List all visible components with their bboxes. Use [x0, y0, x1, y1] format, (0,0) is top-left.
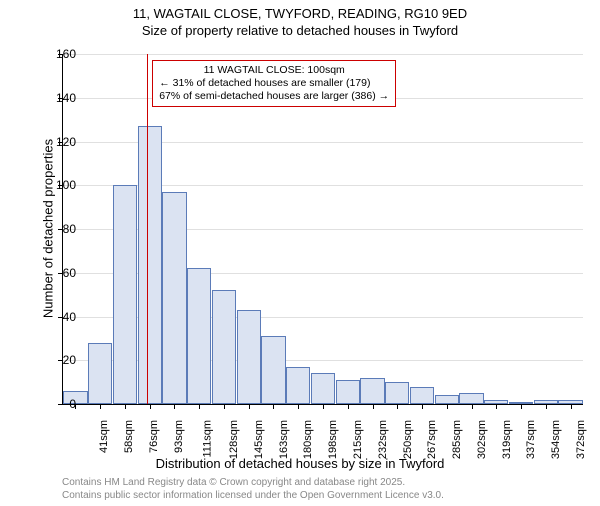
annotation-box: 11 WAGTAIL CLOSE: 100sqm ← 31% of detach…: [152, 60, 396, 107]
subject-marker-line: [147, 54, 148, 404]
x-tick-mark: [546, 404, 547, 409]
x-tick-label: 319sqm: [501, 420, 513, 459]
histogram-bar: [311, 373, 335, 404]
x-axis-label: Distribution of detached houses by size …: [0, 456, 600, 471]
chart-title-line1: 11, WAGTAIL CLOSE, TWYFORD, READING, RG1…: [0, 6, 600, 21]
x-tick-mark: [224, 404, 225, 409]
x-tick-label: 215sqm: [352, 420, 364, 459]
histogram-bar: [459, 393, 483, 404]
x-tick-label: 232sqm: [377, 420, 389, 459]
gridline: [63, 54, 583, 55]
chart-title-line2: Size of property relative to detached ho…: [0, 23, 600, 38]
x-tick-mark: [323, 404, 324, 409]
histogram-bar: [88, 343, 112, 404]
x-tick-mark: [125, 404, 126, 409]
histogram-bar: [385, 382, 409, 404]
x-tick-mark: [397, 404, 398, 409]
x-tick-label: 198sqm: [327, 420, 339, 459]
annotation-line1: 11 WAGTAIL CLOSE: 100sqm: [159, 64, 389, 77]
y-tick-label: 40: [40, 310, 76, 324]
x-tick-mark: [298, 404, 299, 409]
x-tick-mark: [199, 404, 200, 409]
x-tick-label: 58sqm: [123, 420, 135, 453]
histogram-bar: [187, 268, 211, 404]
annotation-line3: 67% of semi-detached houses are larger (…: [159, 90, 389, 103]
x-tick-label: 145sqm: [253, 420, 265, 459]
histogram-bar: [336, 380, 360, 404]
footer-attribution: Contains HM Land Registry data © Crown c…: [62, 476, 444, 502]
x-tick-label: 128sqm: [228, 420, 240, 459]
x-tick-label: 180sqm: [303, 420, 315, 459]
x-tick-label: 111sqm: [202, 420, 214, 458]
x-tick-mark: [273, 404, 274, 409]
y-tick-label: 120: [40, 135, 76, 149]
x-tick-label: 76sqm: [148, 420, 160, 453]
x-tick-label: 285sqm: [451, 420, 463, 459]
chart-area: 41sqm58sqm76sqm93sqm111sqm128sqm145sqm16…: [62, 54, 582, 404]
x-tick-mark: [373, 404, 374, 409]
histogram-bar: [212, 290, 236, 404]
histogram-bar: [435, 395, 459, 404]
y-tick-label: 160: [40, 47, 76, 61]
histogram-bar: [360, 378, 384, 404]
histogram-bar: [286, 367, 310, 404]
histogram-bar: [410, 387, 434, 405]
x-tick-label: 267sqm: [426, 420, 438, 459]
x-tick-label: 93sqm: [173, 420, 185, 453]
histogram-bar: [237, 310, 261, 404]
x-tick-mark: [521, 404, 522, 409]
x-tick-mark: [422, 404, 423, 409]
y-tick-label: 100: [40, 178, 76, 192]
y-tick-label: 80: [40, 222, 76, 236]
histogram-bar: [162, 192, 186, 404]
x-tick-label: 250sqm: [402, 420, 414, 459]
x-tick-mark: [496, 404, 497, 409]
histogram-bar: [113, 185, 137, 404]
x-tick-mark: [571, 404, 572, 409]
x-tick-label: 337sqm: [525, 420, 537, 459]
annotation-line2: ← 31% of detached houses are smaller (17…: [159, 77, 389, 90]
y-tick-label: 60: [40, 266, 76, 280]
x-tick-mark: [150, 404, 151, 409]
x-tick-mark: [348, 404, 349, 409]
x-tick-mark: [447, 404, 448, 409]
x-tick-label: 372sqm: [575, 420, 587, 459]
x-tick-label: 354sqm: [550, 420, 562, 459]
y-tick-label: 0: [40, 397, 76, 411]
x-tick-label: 163sqm: [278, 420, 290, 459]
x-tick-mark: [472, 404, 473, 409]
chart-container: { "title": { "line1": "11, WAGTAIL CLOSE…: [0, 6, 600, 506]
y-tick-label: 20: [40, 353, 76, 367]
x-tick-mark: [174, 404, 175, 409]
histogram-bar: [261, 336, 285, 404]
footer-line1: Contains HM Land Registry data © Crown c…: [62, 476, 444, 489]
histogram-bar: [138, 126, 162, 404]
x-tick-mark: [249, 404, 250, 409]
x-tick-mark: [100, 404, 101, 409]
y-tick-label: 140: [40, 91, 76, 105]
x-tick-label: 302sqm: [476, 420, 488, 459]
footer-line2: Contains public sector information licen…: [62, 489, 444, 502]
x-tick-label: 41sqm: [98, 420, 110, 453]
